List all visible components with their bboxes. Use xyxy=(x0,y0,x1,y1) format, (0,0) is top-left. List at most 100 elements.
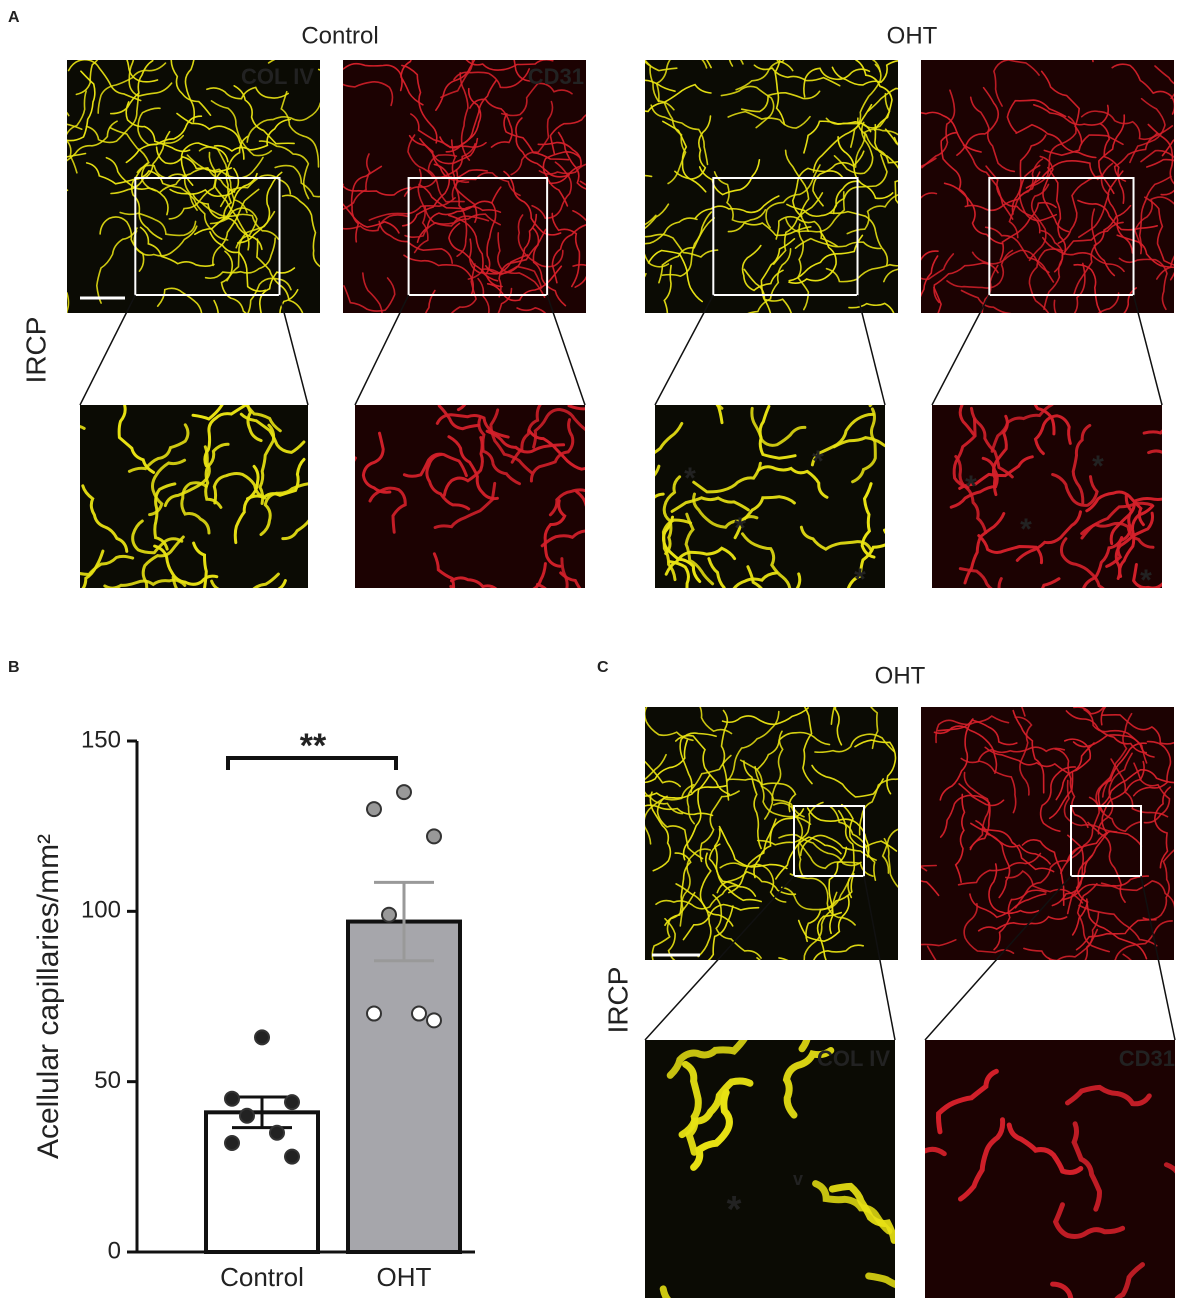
vessel xyxy=(848,302,895,313)
vessel xyxy=(1018,164,1058,222)
vessel xyxy=(1100,707,1107,726)
vessel xyxy=(984,226,1055,283)
vessel xyxy=(81,484,129,553)
vessel xyxy=(810,412,875,467)
vessel xyxy=(925,1146,947,1157)
vessel xyxy=(67,90,87,174)
vessel xyxy=(237,171,283,244)
vessel xyxy=(433,481,497,529)
vessel xyxy=(1028,248,1064,313)
vessel xyxy=(1008,158,1044,239)
vessel xyxy=(1105,493,1134,568)
vessel xyxy=(937,719,1018,746)
vessel xyxy=(721,707,809,726)
zoom-line xyxy=(1132,294,1163,406)
vessel xyxy=(95,227,138,304)
vessel xyxy=(712,894,762,959)
vessel xyxy=(847,543,885,588)
inset-box xyxy=(712,177,859,296)
vessel xyxy=(1118,257,1168,311)
vessel xyxy=(1021,839,1065,906)
vessel xyxy=(655,422,684,454)
vessel xyxy=(416,200,493,243)
vessel xyxy=(668,560,690,588)
vessel xyxy=(719,862,787,903)
vessel xyxy=(1109,496,1162,546)
vessel xyxy=(764,730,784,820)
vessel xyxy=(557,131,586,190)
stain-label: CD31 xyxy=(1119,1046,1175,1071)
vessel xyxy=(110,130,171,195)
vessel xyxy=(1052,1202,1126,1239)
vessel xyxy=(219,174,292,208)
vessel xyxy=(355,456,357,462)
vessel xyxy=(784,149,810,232)
vessel xyxy=(435,60,476,111)
vessel xyxy=(954,455,988,535)
vessel xyxy=(851,407,877,484)
vessel xyxy=(1083,708,1148,764)
vessel xyxy=(732,571,779,588)
vessel xyxy=(715,405,724,425)
asterisk: * xyxy=(812,445,824,478)
vessel xyxy=(401,64,438,144)
vessel xyxy=(126,60,159,83)
vessel xyxy=(645,83,712,113)
vessel xyxy=(1028,183,1050,262)
vessel xyxy=(698,159,761,196)
vessel xyxy=(946,249,1014,289)
data-point xyxy=(381,906,397,923)
vessel xyxy=(567,405,585,411)
vessel xyxy=(450,576,498,588)
y-axis-title: Acellular capillaries/mm² xyxy=(32,834,65,1159)
vessel xyxy=(854,128,898,168)
vessel xyxy=(67,152,87,158)
vessel xyxy=(1059,537,1105,588)
vessel xyxy=(832,154,888,215)
vessel xyxy=(682,1060,702,1156)
vessel xyxy=(468,238,529,275)
vessel xyxy=(246,405,263,443)
micrograph xyxy=(645,707,898,960)
vessel xyxy=(958,405,976,436)
vessel xyxy=(442,436,484,497)
vessel xyxy=(1134,196,1174,249)
bar xyxy=(346,919,462,1254)
vessel xyxy=(798,1040,811,1053)
data-point xyxy=(366,1005,382,1022)
vessel xyxy=(1025,159,1099,189)
vessel xyxy=(988,863,1040,915)
vessel xyxy=(277,579,287,588)
vessel xyxy=(699,852,734,927)
vessel xyxy=(645,784,695,845)
vessel xyxy=(1073,262,1086,313)
vessel xyxy=(656,795,704,860)
vessel xyxy=(743,760,762,850)
micrograph xyxy=(921,707,1174,960)
vessel xyxy=(489,408,533,474)
vessel xyxy=(451,171,521,201)
asterisk: * xyxy=(1020,513,1032,546)
asterisk: * xyxy=(727,1189,742,1231)
vessel xyxy=(939,718,974,801)
vessel xyxy=(756,731,831,770)
vessel xyxy=(256,238,304,313)
bar xyxy=(204,1110,320,1254)
vessel xyxy=(184,60,196,123)
vessel xyxy=(212,472,267,505)
vessel xyxy=(699,707,733,735)
vessel xyxy=(943,182,1003,245)
zoom-line xyxy=(644,875,795,1041)
vessel xyxy=(773,802,805,879)
vessel xyxy=(682,903,760,941)
vessel xyxy=(867,87,898,112)
vessel xyxy=(993,60,1040,107)
data-point xyxy=(396,784,412,801)
vessel xyxy=(542,151,581,207)
vessel xyxy=(741,532,792,588)
vessel xyxy=(368,486,407,534)
vessel xyxy=(125,115,203,164)
vessel xyxy=(794,237,882,250)
vessel xyxy=(191,405,224,421)
vessel xyxy=(921,250,939,261)
